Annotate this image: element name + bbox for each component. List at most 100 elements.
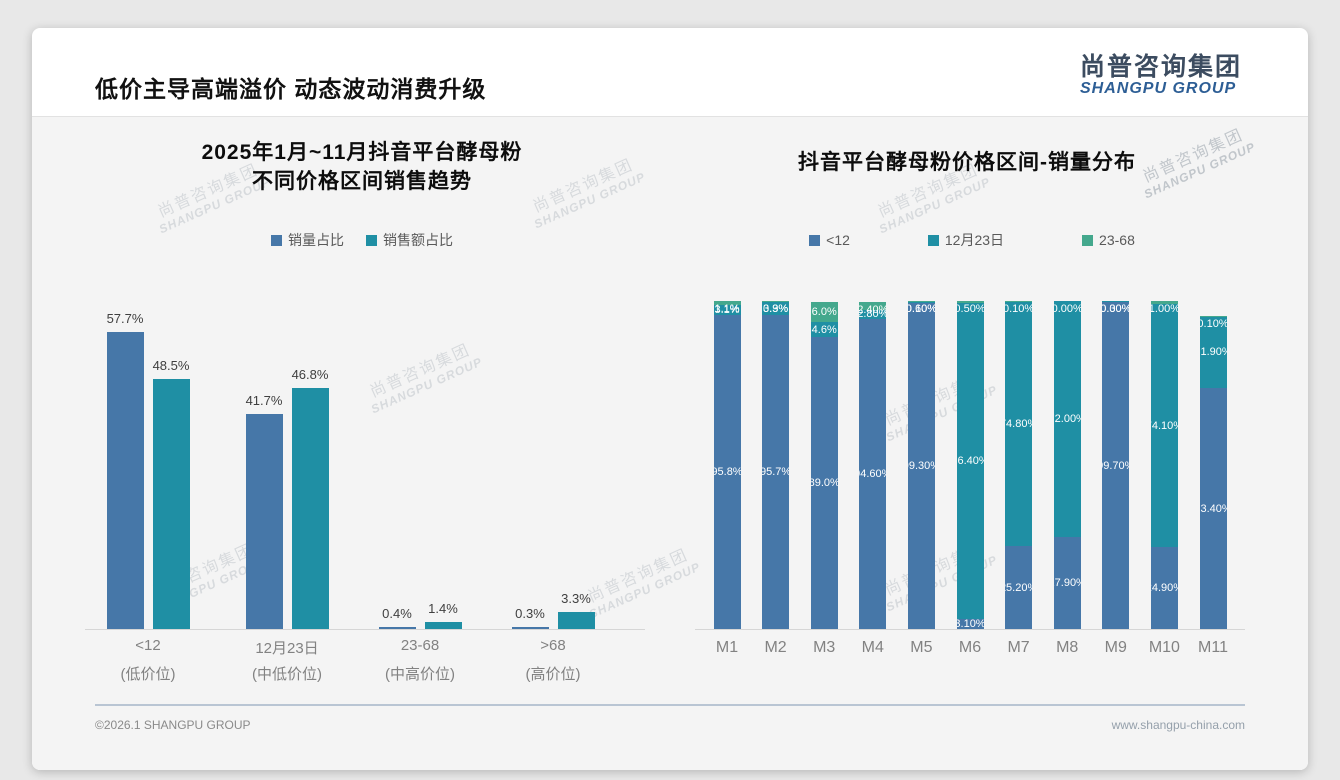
month-label: M7 [1007, 639, 1030, 656]
segment-value-label: 72.00% [1054, 413, 1081, 426]
grouped-bar [291, 387, 329, 629]
month-label: M5 [910, 639, 933, 656]
category-label: 23-68 [400, 637, 440, 654]
segment-value-label: 99.70% [1102, 459, 1129, 472]
logo-chinese-text: 尚普咨询集团 [1079, 53, 1242, 81]
stacked-segment [1199, 316, 1227, 389]
segment-value-label: 94.60% [859, 467, 886, 480]
segment-value-label: 2.80% [859, 308, 887, 321]
stacked-segment [956, 302, 984, 619]
legend-swatch-teal [366, 234, 377, 246]
legend-item: <12 [809, 232, 850, 248]
category-label: >68 [540, 637, 566, 654]
company-logo: 尚普咨询集团 SHANGPU GROUP [1080, 54, 1242, 98]
stacked-segment [1053, 301, 1081, 538]
segment-value-label: 96.40% [957, 454, 984, 467]
left-chart-x-axis [85, 629, 645, 630]
stacked-bar: 95.7% 3.9%0.3% [762, 301, 790, 629]
grouped-bar [152, 379, 190, 629]
segment-value-label: 24.90% [1151, 582, 1178, 595]
legend-label: <12 [826, 232, 850, 248]
stacked-segment [859, 318, 887, 629]
stacked-segment [713, 301, 741, 305]
month-label: M4 [861, 639, 884, 656]
segment-value-label: 3.1% [714, 303, 740, 316]
month-label: M3 [813, 639, 836, 656]
grouped-bar [424, 621, 462, 629]
stacked-segment [1150, 301, 1178, 305]
month-label: M1 [715, 639, 739, 656]
bar-value-label: 0.3% [515, 606, 545, 621]
stacked-segment [713, 304, 741, 315]
legend-label: 销量占比 [288, 232, 344, 248]
legend-label: 12月23日 [944, 232, 1005, 248]
stacked-bar: 73.40% 21.90% 0.10% [1199, 316, 1227, 629]
right-chart-legend: <12 12月23日 23-68 [722, 230, 1222, 250]
category-note: (低价位) [120, 666, 176, 683]
segment-value-label: 74.80% [1005, 417, 1032, 430]
stacked-segment [1102, 301, 1130, 302]
grouped-bar [378, 626, 416, 629]
stacked-bar: 27.90% 72.00% 0.00% [1053, 301, 1081, 629]
category-note: (高价位) [525, 666, 581, 683]
segment-value-label: 89.0% [810, 477, 838, 490]
legend-item: 销量占比 [271, 230, 344, 250]
grouped-bar [245, 414, 283, 629]
left-chart-title-line1: 2025年1月~11月抖音平台酵母粉 [201, 141, 523, 164]
stacked-segment [1102, 301, 1130, 629]
segment-value-label: 95.8% [713, 465, 741, 478]
segment-value-label: 0.10% [1199, 318, 1227, 331]
bar-value-label: 48.5% [152, 358, 190, 374]
stacked-segment [1199, 388, 1227, 629]
segment-value-label: 1.00% [1150, 303, 1178, 315]
bar-value-label: 3.3% [561, 591, 591, 606]
segment-value-label: 27.90% [1054, 577, 1081, 590]
month-label: M9 [1104, 639, 1127, 656]
bar-value-label: 1.4% [428, 600, 458, 616]
stacked-segment [810, 302, 838, 322]
stacked-bar: 3.10% 96.40% 0.50% [956, 301, 984, 629]
legend-item: 销售额占比 [366, 230, 453, 250]
month-label: M6 [958, 639, 982, 656]
stacked-segment [810, 322, 838, 338]
bar-value-label: 57.7% [106, 310, 144, 326]
legend-label: 23-68 [1099, 232, 1135, 248]
footer-divider [95, 704, 1245, 706]
bar-value-label: 46.8% [291, 366, 329, 382]
stacked-bar: 95.8% 3.1%1.1% [713, 301, 741, 629]
slide-body [32, 116, 1308, 770]
stacked-segment [907, 301, 935, 304]
segment-value-label: 0.3% [763, 303, 789, 316]
month-label: M8 [1056, 639, 1079, 656]
grouped-bar [106, 331, 144, 629]
stacked-segment [859, 301, 887, 310]
stacked-bar: 99.70% 0.30%0.00% [1102, 301, 1130, 629]
stacked-segment [1150, 547, 1178, 629]
category-note: (中高价位) [385, 666, 455, 683]
segment-value-label: 0.30% [1102, 303, 1130, 315]
segment-value-label: 0.00% [1053, 303, 1081, 316]
legend-swatch-blue [271, 234, 282, 246]
left-chart-legend: 销量占比 销售额占比 [137, 230, 587, 250]
category-note: (中低价位) [252, 666, 322, 683]
stacked-segment [907, 303, 935, 629]
segment-value-label: 25.20% [1005, 581, 1032, 594]
category-label: <12 [135, 637, 161, 654]
slide-title: 低价主导高端溢价 动态波动消费升级 [95, 76, 487, 102]
stacked-segment [1053, 537, 1081, 629]
segment-value-label: 1.1% [714, 303, 740, 315]
stacked-segment [810, 337, 838, 629]
grouped-bar [511, 627, 549, 629]
bar-value-label: 0.4% [382, 605, 412, 621]
segment-value-label: 3.10% [956, 617, 984, 629]
legend-label: 销售额占比 [383, 232, 453, 248]
slide-card: 低价主导高端溢价 动态波动消费升级 尚普咨询集团 SHANGPU GROUP 尚… [32, 28, 1308, 770]
stacked-bar: 24.90% 74.10% 1.00% [1150, 301, 1178, 629]
stacked-segment [1005, 301, 1033, 547]
stacked-bar: 25.20% 74.80% 0.10% [1005, 300, 1033, 629]
segment-value-label: 21.90% [1200, 346, 1227, 359]
legend-swatch-blue [809, 234, 821, 246]
segment-value-label: 6.0% [811, 306, 837, 319]
footer-copyright: ©2026.1 SHANGPU GROUP [95, 718, 251, 732]
